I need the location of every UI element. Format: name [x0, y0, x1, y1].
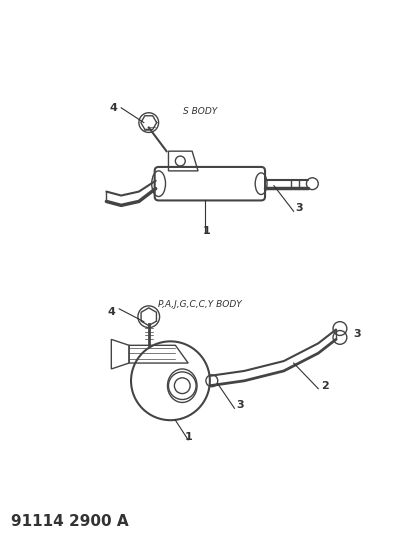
- Text: 3: 3: [354, 329, 361, 340]
- Text: 1: 1: [203, 226, 211, 236]
- Text: S BODY: S BODY: [183, 107, 217, 116]
- Text: 3: 3: [296, 203, 303, 213]
- Text: 91114 2900 A: 91114 2900 A: [11, 514, 128, 529]
- Text: 4: 4: [109, 103, 117, 113]
- Text: 1: 1: [184, 432, 192, 442]
- Text: 4: 4: [107, 307, 115, 317]
- Text: 3: 3: [237, 400, 244, 410]
- Text: 2: 2: [321, 381, 329, 391]
- Text: P,A,J,G,C,C,Y BODY: P,A,J,G,C,C,Y BODY: [158, 301, 242, 309]
